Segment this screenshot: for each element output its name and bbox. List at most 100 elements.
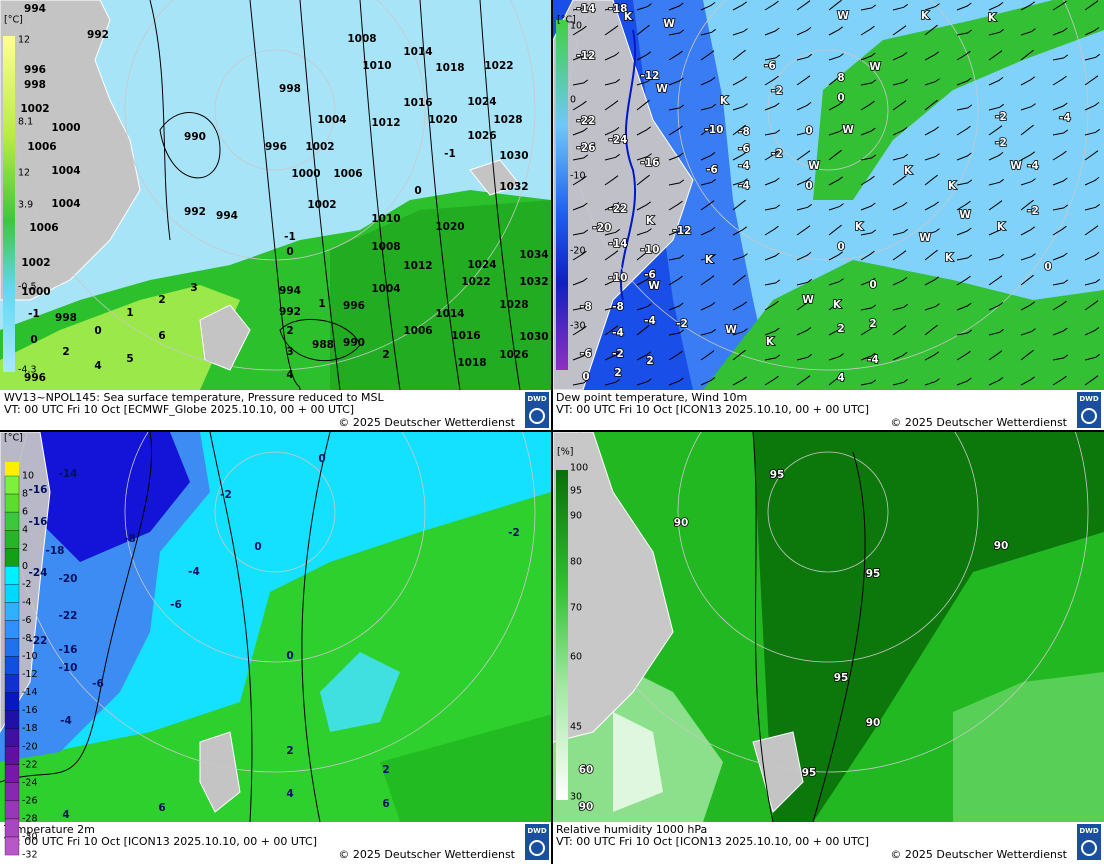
legend-cell: [4, 548, 20, 567]
map-label: 2: [614, 367, 621, 379]
caption-title: Temperature 2m: [3, 823, 95, 836]
wind-barb: [668, 29, 685, 36]
wind-barb: [1052, 204, 1069, 211]
map-label: 3: [190, 282, 197, 294]
wind-barb: [1020, 301, 1035, 311]
map-label: -4: [867, 354, 879, 366]
map-label: -4: [644, 315, 656, 327]
map-label: 998: [279, 83, 301, 95]
map-label: 998: [55, 312, 77, 324]
wind-barb: [1084, 75, 1099, 86]
wind-barb: [764, 75, 779, 86]
wind-barb: [1052, 300, 1067, 311]
map-label: 95: [802, 767, 817, 779]
wind-barb: [796, 177, 812, 186]
legend-cell: [4, 818, 20, 838]
map-label: -16: [641, 157, 660, 169]
wind-barb: [700, 275, 715, 286]
wind-barb: [1020, 76, 1035, 86]
map-label: 0: [318, 453, 325, 465]
map-label: -8: [124, 533, 136, 545]
wind-barb: [1020, 199, 1034, 211]
wind-barb: [764, 0, 779, 11]
wind-barb: [860, 100, 875, 111]
wind-barb: [1052, 150, 1067, 161]
wind-barb: [828, 0, 842, 11]
wind-barb: [764, 102, 780, 111]
wind-barb: [636, 126, 651, 136]
map-label: -12: [577, 50, 596, 62]
wind-barb: [1084, 225, 1099, 236]
legend-cell: [4, 584, 20, 603]
wind-barb: [604, 202, 620, 211]
wind-barb: [764, 279, 781, 286]
wind-barb: [732, 226, 747, 236]
legend-label: -8: [22, 633, 31, 644]
map-label: -12: [673, 225, 692, 237]
map-label: W: [959, 209, 971, 221]
wind-barb: [668, 77, 684, 86]
map-label: 996: [24, 64, 46, 76]
wind-barb: [668, 125, 683, 136]
wind-barb: [892, 250, 907, 261]
wind-barb: [700, 77, 716, 86]
map-label: -12: [641, 70, 660, 82]
wind-barb: [924, 303, 940, 311]
wind-barb: [1052, 279, 1069, 286]
wind-barb: [956, 152, 972, 161]
map-label: K: [988, 12, 997, 24]
caption-valid: VT: 00 UTC Fri 10 Oct [ICON13 2025.10.10…: [556, 835, 869, 848]
map-label: 90: [994, 540, 1009, 552]
map-label: 90: [674, 517, 689, 529]
map-label: -18: [609, 3, 628, 15]
wind-barb: [828, 53, 844, 61]
map-label: 996: [24, 372, 46, 384]
map-label: -4: [1059, 112, 1071, 124]
wind-barb: [636, 78, 652, 86]
legend-label: -32: [22, 850, 38, 861]
wind-barb: [1084, 0, 1099, 11]
map-label: 0: [837, 92, 844, 104]
map-label: 5: [126, 353, 133, 365]
wind-barb: [604, 78, 620, 86]
map-label: W: [648, 280, 660, 292]
map-label: 95: [770, 469, 785, 481]
caption-title: Dew point temperature, Wind 10m: [556, 391, 747, 404]
wind-barb: [860, 25, 875, 36]
map-label: 1: [126, 307, 133, 319]
wind-barb: [956, 179, 973, 186]
wind-barb: [572, 79, 589, 86]
legend-label: -12: [22, 669, 38, 680]
legend-label: 0: [22, 561, 28, 572]
map-label: 2: [382, 764, 389, 776]
map-label: 0: [94, 325, 101, 337]
wind-barb: [1020, 151, 1035, 161]
map-panel: [0, 432, 551, 822]
map-label: 994: [24, 3, 46, 15]
legend-label: -6: [22, 615, 31, 626]
wind-barb: [572, 25, 587, 36]
wind-barb: [636, 303, 652, 311]
map-label: -1: [28, 308, 40, 320]
map-label: -2: [220, 489, 232, 501]
map-label: W: [725, 324, 737, 336]
map-label: 2: [158, 294, 165, 306]
wind-barb: [988, 77, 1004, 86]
wind-barb: [764, 177, 780, 186]
map-label: 992: [87, 29, 109, 41]
wind-barb: [700, 200, 715, 211]
wind-barb: [988, 200, 1003, 211]
wind-barb: [700, 253, 716, 261]
legend-label: -30: [570, 321, 586, 332]
wind-barb: [860, 127, 876, 136]
wind-barb: [636, 276, 651, 286]
caption-title: Relative humidity 1000 hPa: [556, 823, 707, 836]
wind-barb: [700, 28, 716, 36]
wind-barb: [892, 3, 908, 11]
wind-barb: [668, 104, 685, 111]
map-label: 0: [805, 125, 812, 137]
wind-barb: [700, 125, 715, 136]
legend-label: -10: [22, 651, 38, 662]
legend-unit: [°C]: [557, 15, 576, 26]
map-label: 1024: [467, 259, 496, 271]
